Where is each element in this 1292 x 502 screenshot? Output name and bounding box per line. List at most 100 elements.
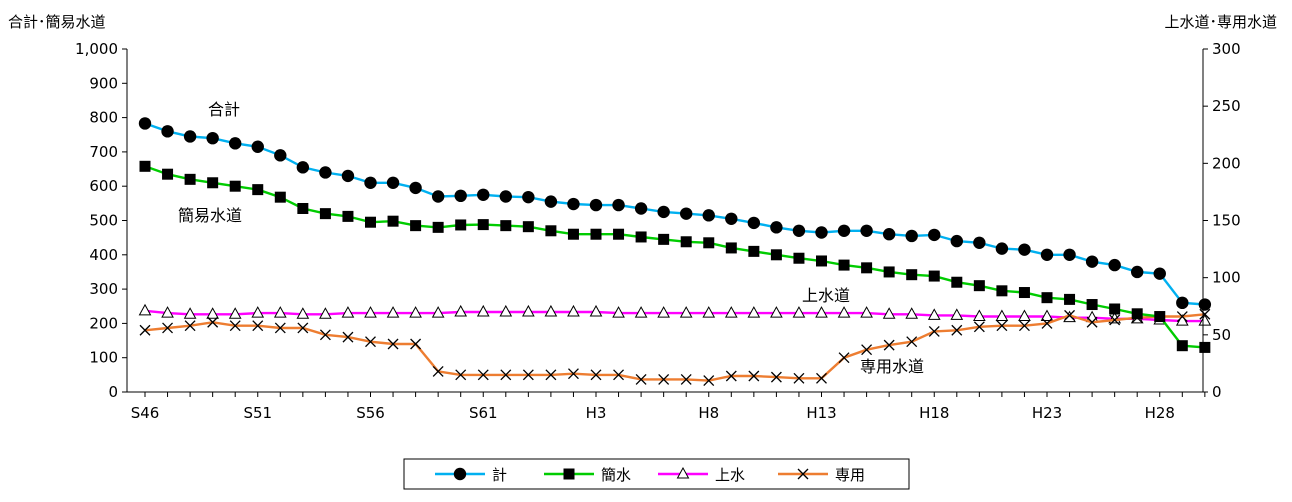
marker-circle (499, 190, 512, 203)
series-markers-計 (138, 117, 1212, 311)
marker-circle (792, 224, 806, 237)
y-left-axis-title: 合計･簡易水道 (8, 13, 106, 31)
x-tick-label: H8 (698, 404, 719, 422)
marker-circle (882, 228, 896, 241)
marker-x (1018, 320, 1030, 332)
marker-circle (1108, 258, 1121, 272)
marker-triangle (251, 306, 265, 318)
marker-square (590, 228, 602, 240)
marker-circle (296, 161, 310, 174)
marker-triangle (770, 306, 783, 318)
marker-circle (1176, 296, 1189, 310)
x-tick-label: S56 (356, 404, 385, 422)
marker-triangle (679, 306, 693, 318)
marker-triangle (544, 304, 558, 317)
legend-label: 計 (492, 466, 507, 484)
marker-x (635, 373, 647, 385)
marker-triangle (319, 307, 332, 319)
y-right-tick-label: 150 (1212, 212, 1241, 230)
marker-triangle (747, 306, 761, 318)
marker-x (319, 329, 331, 341)
marker-x (680, 373, 692, 385)
marker-square (770, 249, 782, 261)
y-left-tick-label: 400 (89, 246, 118, 264)
marker-triangle (882, 307, 896, 319)
x-tick-label: H3 (586, 404, 607, 422)
marker-x (1064, 309, 1076, 321)
tick-labels: 0 100 200 300 400 500 600 700 800 900 1,000 0 50 100 1… (75, 40, 1241, 422)
annotation-simple-waterworks: 簡易水道 (178, 206, 242, 225)
marker-circle (567, 197, 580, 211)
marker-triangle (364, 306, 377, 318)
marker-square (703, 237, 715, 249)
marker-square (635, 231, 647, 243)
marker-circle (657, 205, 670, 219)
marker-triangle (206, 307, 219, 319)
marker-circle (477, 188, 490, 201)
plot-axes (122, 48, 1208, 397)
marker-x (545, 369, 557, 381)
marker-square (951, 276, 963, 288)
marker-square (410, 220, 422, 232)
marker-square (658, 233, 670, 245)
marker-circle (522, 190, 535, 204)
marker-triangle (815, 306, 828, 318)
marker-x (658, 373, 670, 385)
annotation-private-waterworks: 専用水道 (860, 357, 924, 376)
series-markers-上水 (138, 303, 1212, 326)
marker-triangle (676, 466, 690, 479)
marker-x (477, 369, 489, 381)
y-left-tick-label: 200 (89, 314, 118, 332)
marker-triangle (657, 306, 670, 318)
y-right-tick-label: 300 (1212, 40, 1241, 58)
marker-x (906, 336, 918, 348)
marker-triangle (228, 307, 242, 319)
x-tick-label: H13 (806, 404, 836, 422)
x-tick-label: S51 (243, 404, 272, 422)
marker-triangle (386, 306, 400, 318)
marker-circle (544, 195, 558, 208)
marker-square (613, 228, 625, 240)
marker-x (770, 371, 782, 383)
marker-x (139, 324, 151, 336)
marker-x (951, 324, 963, 336)
series-line-専用 (144, 313, 1206, 382)
marker-circle (229, 137, 242, 150)
marker-circle (995, 242, 1009, 255)
y-left-tick-label: 1,000 (75, 40, 118, 58)
marker-square (455, 219, 467, 231)
marker-x (703, 375, 715, 387)
marker-circle (860, 224, 873, 237)
marker-x (725, 370, 737, 382)
marker-triangle (973, 309, 986, 322)
marker-square (725, 242, 737, 254)
annotation-total: 合計 (208, 100, 240, 119)
marker-triangle (612, 306, 625, 318)
marker-circle (454, 189, 467, 203)
marker-x (342, 331, 354, 343)
marker-square (252, 184, 264, 196)
marker-circle (341, 169, 355, 183)
marker-x (387, 338, 399, 350)
marker-x (207, 316, 219, 328)
marker-square (1154, 311, 1166, 323)
marker-triangle (702, 306, 716, 318)
marker-x (455, 369, 467, 381)
marker-square (567, 228, 579, 240)
marker-circle (634, 202, 648, 215)
plot-lines (138, 117, 1212, 387)
marker-square (563, 468, 575, 480)
marker-circle (680, 207, 693, 220)
x-tick-label: S46 (131, 404, 160, 422)
y-right-tick-label: 250 (1212, 97, 1241, 115)
marker-circle (1040, 248, 1054, 261)
marker-circle (138, 117, 152, 130)
marker-circle (950, 234, 963, 248)
x-tick-label: H23 (1032, 404, 1062, 422)
marker-circle (1063, 248, 1076, 261)
marker-square (838, 259, 850, 271)
marker-x (973, 321, 985, 333)
marker-square (1199, 341, 1211, 353)
marker-x (816, 372, 827, 384)
